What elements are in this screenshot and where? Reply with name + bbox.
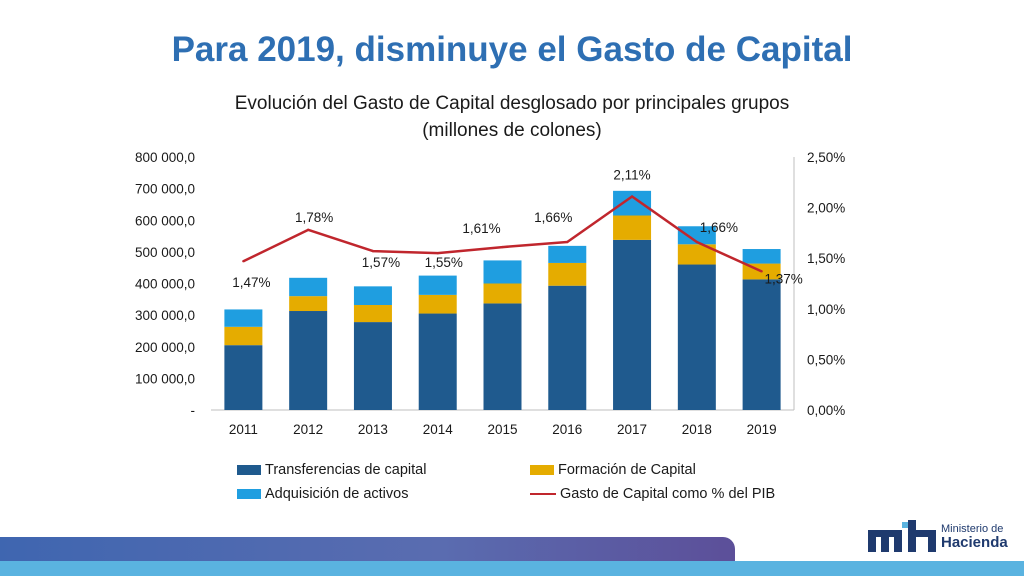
legend-swatch-formacion [530, 465, 554, 475]
line-data-label: 1,66% [700, 220, 738, 235]
line-data-label: 2,11% [613, 167, 650, 182]
bar-adquisicion-2017 [613, 190, 652, 216]
y-left-tick-label: 400 000,0 [135, 277, 195, 292]
x-tick-label: 2013 [358, 422, 388, 437]
y-left-tick-label: 100 000,0 [135, 371, 195, 386]
line-data-label: 1,37% [764, 271, 802, 286]
logo-line1: Ministerio de [941, 523, 1004, 535]
line-data-label: 1,78% [295, 210, 333, 225]
y-right-tick-label: 1,50% [807, 251, 845, 266]
y-right-tick-label: 0,00% [807, 403, 845, 418]
legend-swatch-adquisicion [237, 489, 261, 499]
bar-adquisicion-2014 [418, 275, 457, 295]
bar-transferencias-2015 [483, 303, 522, 410]
bar-formacion-2016 [548, 262, 587, 286]
x-tick-label: 2019 [747, 422, 777, 437]
bar-adquisicion-2018 [677, 226, 716, 245]
x-tick-label: 2015 [487, 422, 517, 437]
line-point-gasto-pib [566, 240, 569, 244]
legend-label-gasto-pib: Gasto de Capital como % del PIB [560, 486, 776, 502]
bar-transferencias-2016 [548, 285, 587, 410]
bar-transferencias-2017 [613, 239, 652, 410]
bar-adquisicion-2016 [548, 245, 587, 263]
slide-title: Para 2019, disminuye el Gasto de Capital [171, 30, 853, 69]
bar-formacion-2017 [613, 215, 652, 240]
bar-adquisicion-2019 [742, 249, 781, 264]
bar-transferencias-2011 [224, 345, 263, 410]
combo-chart: - 100 000,0 200 000,0 300 000,0 400 000,0 500… [135, 150, 845, 437]
bar-formacion-2014 [418, 294, 457, 314]
y-right-tick-label: 0,50% [807, 352, 845, 367]
bar-adquisicion-2015 [483, 260, 522, 284]
y-left-tick-label: 700 000,0 [135, 182, 195, 197]
line-data-label: 1,61% [462, 221, 500, 236]
y-right-tick-label: 2,50% [807, 150, 845, 165]
bar-formacion-2015 [483, 283, 522, 304]
legend-swatch-transferencias [237, 465, 261, 475]
y-left-tick-label: - [191, 403, 196, 418]
x-tick-label: 2011 [229, 422, 258, 437]
line-point-gasto-pib [436, 251, 439, 255]
line-point-gasto-pib [306, 228, 310, 232]
logo-line2: Hacienda [941, 534, 1008, 551]
x-tick-label: 2017 [617, 422, 647, 437]
line-point-gasto-pib [371, 249, 375, 253]
y-right-tick-label: 1,00% [807, 302, 845, 317]
line-point-gasto-pib [630, 195, 634, 198]
x-tick-label: 2018 [682, 422, 712, 437]
legend-label-transferencias: Transferencias de capital [265, 462, 427, 478]
bar-transferencias-2012 [289, 311, 328, 410]
bar-transferencias-2014 [418, 313, 457, 410]
bar-adquisicion-2013 [353, 286, 392, 306]
footer-bar [0, 537, 735, 561]
mh-logo-mark [868, 520, 936, 552]
line-data-label: 1,66% [534, 210, 572, 225]
line-point-gasto-pib [242, 260, 245, 263]
x-tick-label: 2014 [423, 422, 454, 437]
legend-item-adquisicion: Adquisición de activos [237, 486, 408, 502]
bar-formacion-2018 [677, 244, 716, 265]
y-left-tick-label: 200 000,0 [135, 340, 195, 355]
x-tick-label: 2016 [552, 422, 582, 437]
legend-label-formacion: Formación de Capital [558, 462, 696, 478]
y-left-tick-label: 300 000,0 [135, 308, 195, 323]
chart-subtitle: (millones de colones) [422, 120, 602, 141]
x-tick-label: 2012 [293, 422, 323, 437]
bar-transferencias-2018 [677, 264, 716, 410]
bar-formacion-2011 [224, 326, 263, 346]
bar-adquisicion-2012 [289, 277, 328, 297]
bar-formacion-2013 [353, 305, 392, 323]
line-data-label: 1,57% [362, 255, 400, 270]
y-left-tick-label: 800 000,0 [135, 150, 195, 165]
legend-label-adquisicion: Adquisición de activos [265, 486, 409, 502]
line-point-gasto-pib [760, 270, 763, 273]
line-point-gasto-pib [695, 240, 699, 244]
chart-title: Evolución del Gasto de Capital desglosad… [212, 90, 812, 144]
y-left-tick-label: 600 000,0 [135, 213, 195, 228]
y-right-tick-label: 2,00% [807, 201, 845, 216]
line-point-gasto-pib [501, 245, 504, 249]
chart-title-line: Evolución del Gasto de Capital desglosad… [234, 93, 790, 114]
legend-swatch-gasto-pib [530, 493, 556, 495]
line-data-label: 1,55% [425, 255, 463, 270]
ministerio-hacienda-logo: Ministerio de Hacienda [868, 518, 1008, 554]
y-left-tick-label: 500 000,0 [135, 245, 195, 260]
bar-adquisicion-2011 [224, 309, 263, 327]
line-data-label: 1,47% [232, 275, 270, 290]
legend-item-formacion: Formación de Capital [530, 462, 696, 478]
bar-transferencias-2013 [353, 322, 392, 410]
legend-item-gasto-pib: Gasto de Capital como % del PIB [530, 486, 775, 502]
legend-item-transferencias: Transferencias de capital [237, 462, 426, 478]
bar-formacion-2012 [289, 296, 328, 312]
footer-line [0, 561, 1024, 576]
bar-transferencias-2019 [742, 279, 781, 410]
